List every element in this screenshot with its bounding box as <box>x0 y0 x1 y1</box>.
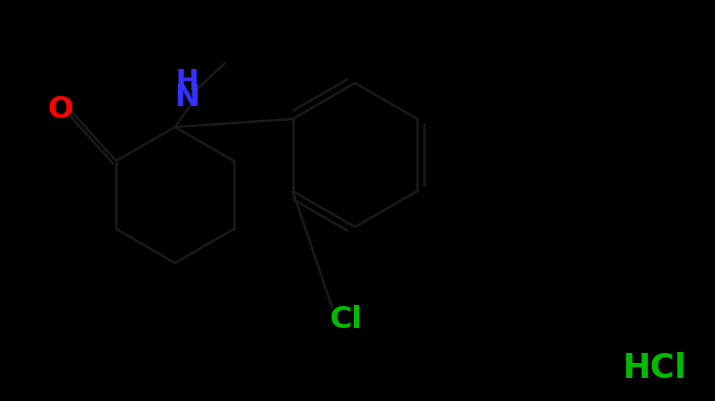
Text: H: H <box>175 68 199 96</box>
Text: Cl: Cl <box>330 306 363 334</box>
Text: O: O <box>47 95 73 124</box>
Text: N: N <box>174 83 199 113</box>
Text: HCl: HCl <box>623 352 687 385</box>
